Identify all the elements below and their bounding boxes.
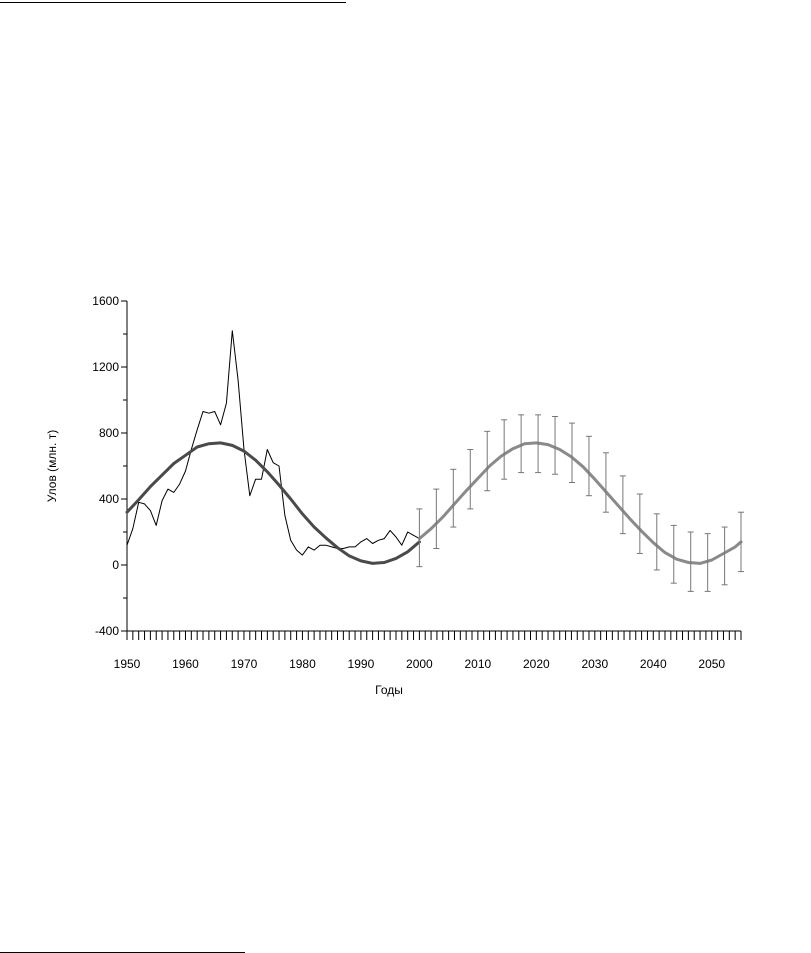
y-tick-label: 800 bbox=[99, 426, 119, 440]
forecast-error-bar bbox=[450, 468, 457, 528]
y-tick-label: 0 bbox=[112, 558, 119, 572]
x-tick-label: 2050 bbox=[698, 657, 725, 671]
x-axis-title: Годы bbox=[375, 683, 403, 697]
x-tick-label: 1960 bbox=[172, 657, 199, 671]
forecast-error-bar bbox=[619, 475, 626, 535]
forecast-error-bar bbox=[602, 452, 609, 513]
forecast-error-bar bbox=[569, 422, 576, 483]
x-tick-label: 2030 bbox=[581, 657, 608, 671]
y-tick-label: 400 bbox=[99, 492, 119, 506]
x-tick-label: 2000 bbox=[406, 657, 433, 671]
y-axis-ticks: -400 0 400 800 1200 1600 bbox=[92, 294, 127, 638]
y-tick-label: 1600 bbox=[92, 294, 119, 308]
model-fit-line bbox=[125, 441, 421, 565]
forecast-error-bar bbox=[585, 435, 592, 497]
forecast-error-bar bbox=[518, 414, 525, 474]
x-tick-label: 2020 bbox=[523, 657, 550, 671]
y-tick-label: -400 bbox=[95, 624, 119, 638]
y-axis-title: Улов (млн. т) bbox=[45, 430, 59, 502]
forecast-error-bar bbox=[670, 524, 677, 584]
forecast-line bbox=[417, 441, 743, 565]
x-axis-ticks: 1950 1960 1970 1980 1990 2000 2010 2020 2030 2040… bbox=[114, 631, 742, 671]
forecast-error-bar bbox=[653, 513, 660, 571]
chart-axes: -400 0 400 800 1200 1600 1950 1960 1970 1980 1990… bbox=[92, 294, 742, 671]
x-tick-label: 2010 bbox=[465, 657, 492, 671]
plot-area bbox=[125, 330, 744, 592]
forecast-error-bar bbox=[738, 511, 744, 573]
x-tick-label: 1980 bbox=[289, 657, 316, 671]
y-tick-label: 1200 bbox=[92, 360, 119, 374]
forecast-error-bar bbox=[433, 488, 440, 549]
x-tick-label: 1990 bbox=[348, 657, 375, 671]
forecast-error-bar bbox=[687, 531, 694, 592]
forecast-error-bar bbox=[535, 414, 542, 474]
forecast-error-bar bbox=[636, 493, 643, 554]
top-separator-line bbox=[0, 2, 346, 3]
x-tick-label: 1970 bbox=[231, 657, 258, 671]
observed-catch-line bbox=[126, 330, 420, 556]
forecast-error-bar bbox=[467, 449, 474, 510]
forecast-error-bar bbox=[721, 526, 728, 586]
x-tick-label: 1950 bbox=[114, 657, 141, 671]
forecast-error-bar bbox=[704, 533, 711, 592]
forecast-error-bar bbox=[416, 508, 423, 568]
forecast-error-bar bbox=[501, 419, 508, 480]
forecast-error-bar bbox=[484, 430, 491, 492]
x-tick-label: 2040 bbox=[640, 657, 667, 671]
forecast-error-bar bbox=[552, 416, 559, 475]
